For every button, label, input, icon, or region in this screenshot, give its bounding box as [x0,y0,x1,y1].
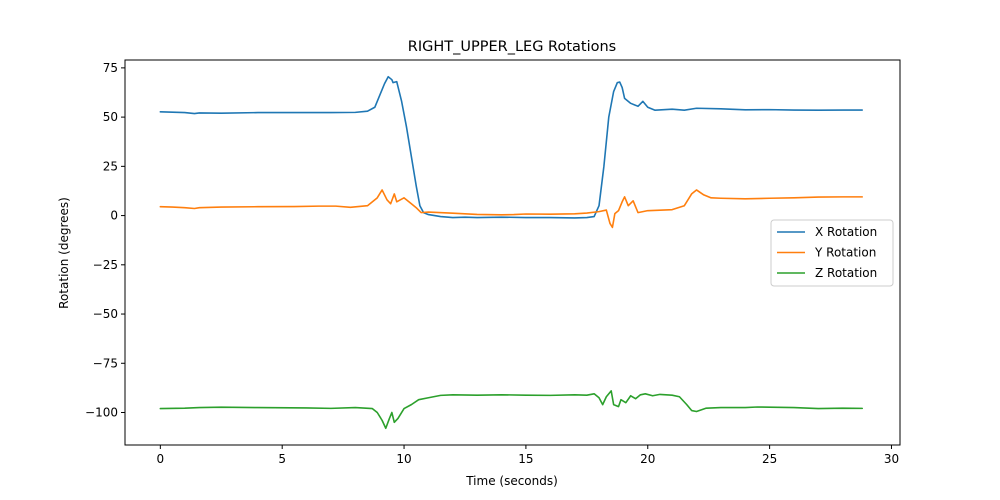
series-line-z-rotation [159,390,864,430]
x-tick-label: 30 [884,452,899,466]
series-line-y-rotation [159,189,864,229]
legend: X Rotation Y Rotation Z Rotation [770,219,894,287]
x-tick-label: 20 [640,452,655,466]
y-tick-label: 75 [103,61,118,75]
x-tick-label: 5 [278,452,286,466]
legend-label: Z Rotation [815,266,877,280]
series-layer [159,75,864,430]
series-line-x-rotation [159,75,864,219]
x-tick-label: 25 [762,452,777,466]
x-tick-label: 10 [396,452,411,466]
y-tick-label: 50 [103,110,118,124]
y-tick-label: −100 [85,406,118,420]
chart-title: RIGHT_UPPER_LEG Rotations [408,39,616,55]
y-axis: −100 −75 −50 −25 0 25 50 75 [85,61,125,420]
legend-label: X Rotation [815,225,877,239]
x-tick-label: 0 [157,452,165,466]
x-axis: 0 5 10 15 20 25 30 [157,445,899,466]
y-tick-label: 25 [103,159,118,173]
y-tick-label: 0 [110,209,118,223]
legend-label: Y Rotation [814,246,876,260]
legend-box [770,219,894,287]
y-tick-label: −50 [93,307,118,321]
y-tick-label: −25 [93,258,118,272]
x-tick-label: 15 [518,452,533,466]
y-axis-label: Rotation (degrees) [57,197,71,309]
x-axis-label: Time (seconds) [465,474,558,488]
y-tick-label: −75 [93,356,118,370]
